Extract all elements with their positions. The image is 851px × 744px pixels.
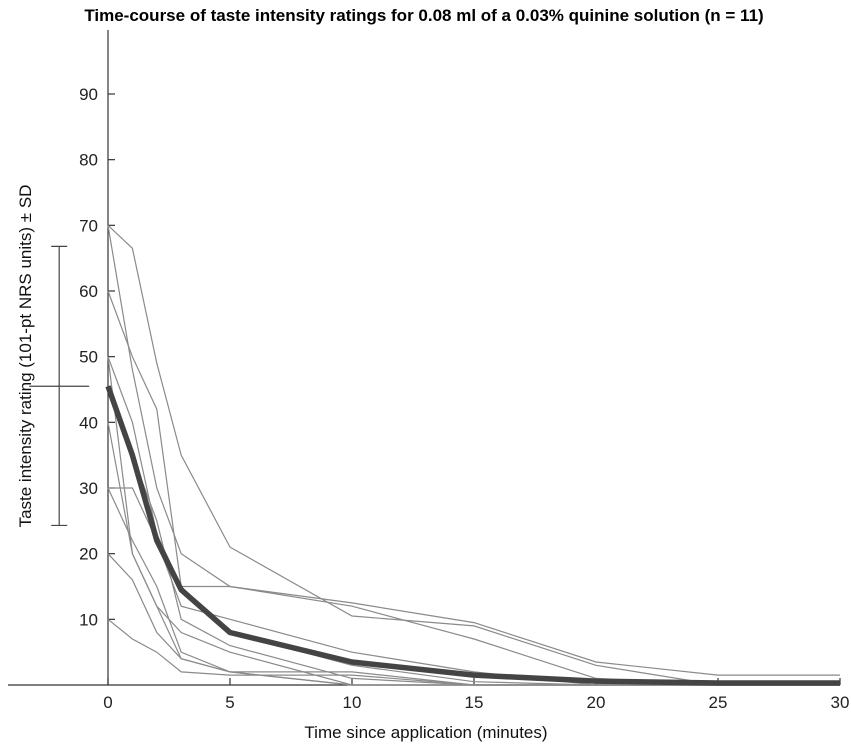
x-tick-label: 25: [709, 693, 728, 712]
x-tick-label: 15: [465, 693, 484, 712]
y-tick-label: 80: [79, 151, 98, 170]
subject-line-2: [107, 225, 840, 676]
y-tick-label: 70: [79, 216, 98, 235]
y-tick-label: 60: [79, 282, 98, 301]
y-tick-label: 10: [79, 610, 98, 629]
x-tick-label: 10: [343, 693, 362, 712]
x-tick-label: 30: [831, 693, 850, 712]
mean-line: [105, 385, 840, 686]
subject-line-4: [107, 356, 840, 686]
x-axis-label: Time since application (minutes): [304, 723, 547, 742]
x-tick-label: 0: [103, 693, 112, 712]
subject-line-11: [107, 618, 840, 686]
sd-error-bar: [29, 245, 90, 527]
y-tick-label: 20: [79, 545, 98, 564]
axes: 10 20 30 40 50 60 70 80 90 0 5 10 15 20 25 30: [8, 30, 849, 712]
x-tick-label: 5: [225, 693, 234, 712]
subject-line-5: [107, 389, 840, 686]
y-axis-label: Taste intensity rating (101-pt NRS units…: [16, 185, 35, 528]
subject-line-6: [107, 422, 840, 686]
mean-line-group: [105, 385, 840, 686]
subject-line-1: [107, 224, 840, 686]
subject-lines: [107, 224, 840, 686]
y-tick-label: 30: [79, 479, 98, 498]
subject-line-10: [107, 356, 840, 686]
x-tick-label: 20: [587, 693, 606, 712]
y-tick-label: 50: [79, 348, 98, 367]
chart-title: Time-course of taste intensity ratings f…: [84, 6, 763, 25]
y-tick-label: 90: [79, 85, 98, 104]
y-tick-label: 40: [79, 413, 98, 432]
